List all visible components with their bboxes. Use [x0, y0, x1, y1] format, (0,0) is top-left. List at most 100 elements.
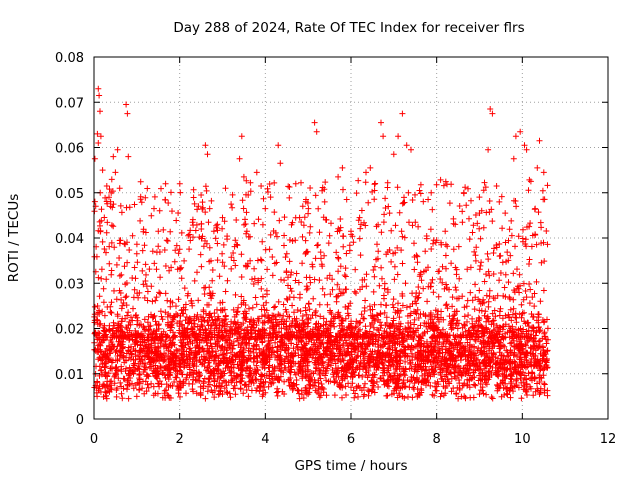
data-point	[430, 240, 436, 247]
data-point	[315, 241, 321, 248]
data-point	[351, 288, 358, 295]
data-point	[190, 371, 197, 378]
data-point	[371, 273, 378, 280]
data-point	[478, 259, 485, 266]
data-point	[443, 301, 450, 308]
data-point	[136, 386, 143, 393]
data-point	[232, 291, 239, 298]
data-point	[456, 203, 463, 209]
data-point	[103, 229, 110, 236]
data-point	[448, 260, 455, 267]
data-point	[258, 285, 265, 292]
data-point	[144, 319, 151, 326]
data-point	[526, 256, 533, 263]
data-point	[108, 222, 115, 229]
data-point	[253, 362, 260, 369]
data-point	[537, 364, 544, 371]
data-point	[320, 364, 327, 371]
data-point	[194, 342, 201, 348]
data-point	[305, 205, 312, 212]
data-point	[376, 350, 383, 357]
data-point	[390, 317, 397, 324]
data-point	[177, 393, 183, 400]
data-point	[472, 252, 479, 259]
data-point	[112, 371, 119, 378]
data-point	[251, 265, 258, 272]
data-point	[526, 176, 533, 183]
data-point	[190, 222, 197, 229]
data-point	[531, 303, 538, 310]
data-point	[422, 248, 429, 255]
data-point	[139, 247, 146, 254]
data-point	[535, 387, 541, 394]
data-point	[152, 297, 159, 304]
data-point	[390, 151, 397, 158]
data-point	[412, 352, 419, 359]
data-point	[107, 309, 114, 315]
data-point	[259, 393, 266, 400]
data-point	[316, 301, 323, 308]
data-point	[439, 376, 446, 383]
data-point	[472, 281, 479, 288]
data-point	[139, 385, 146, 392]
data-point	[142, 378, 149, 385]
data-point	[300, 344, 306, 351]
data-point	[526, 300, 533, 307]
data-point	[462, 371, 469, 377]
data-point	[448, 388, 455, 395]
data-point	[497, 305, 504, 312]
data-point	[150, 383, 157, 390]
data-point	[129, 317, 136, 324]
data-point	[91, 155, 98, 162]
data-point	[405, 393, 411, 400]
data-point	[402, 358, 409, 365]
data-point	[255, 216, 262, 223]
data-point	[381, 364, 388, 371]
data-point	[496, 277, 503, 284]
data-point	[307, 185, 314, 191]
data-point	[116, 272, 123, 279]
data-point	[173, 303, 179, 310]
data-point	[273, 348, 280, 355]
data-point	[228, 364, 235, 371]
data-point	[296, 294, 303, 301]
data-point	[358, 207, 365, 214]
data-point	[544, 325, 551, 332]
data-point	[271, 179, 278, 186]
data-point	[496, 253, 503, 260]
data-point	[350, 368, 357, 375]
data-point	[299, 233, 306, 240]
data-point	[157, 274, 164, 281]
data-point	[469, 229, 476, 236]
data-point	[96, 92, 103, 99]
data-point	[220, 241, 227, 248]
data-point	[106, 347, 113, 354]
data-point	[499, 225, 506, 232]
data-point	[221, 370, 228, 377]
data-point	[277, 160, 284, 167]
data-point	[414, 355, 421, 362]
data-point	[415, 223, 422, 230]
data-point	[190, 186, 197, 193]
data-point	[400, 379, 407, 386]
data-point	[343, 196, 350, 203]
data-point	[343, 392, 349, 398]
data-point	[396, 209, 403, 216]
data-point	[372, 180, 379, 187]
data-point	[361, 308, 368, 314]
data-point	[245, 393, 252, 400]
data-point	[522, 288, 529, 294]
data-point	[434, 378, 441, 385]
data-point	[204, 388, 211, 395]
data-point	[427, 373, 434, 380]
data-point	[437, 176, 444, 183]
data-point	[127, 348, 134, 355]
data-point	[259, 351, 265, 358]
data-point	[450, 246, 457, 253]
data-point	[476, 287, 483, 294]
data-point	[289, 238, 296, 244]
data-point	[387, 338, 394, 345]
data-point	[101, 327, 108, 334]
data-point	[407, 378, 413, 385]
data-point	[173, 346, 180, 353]
